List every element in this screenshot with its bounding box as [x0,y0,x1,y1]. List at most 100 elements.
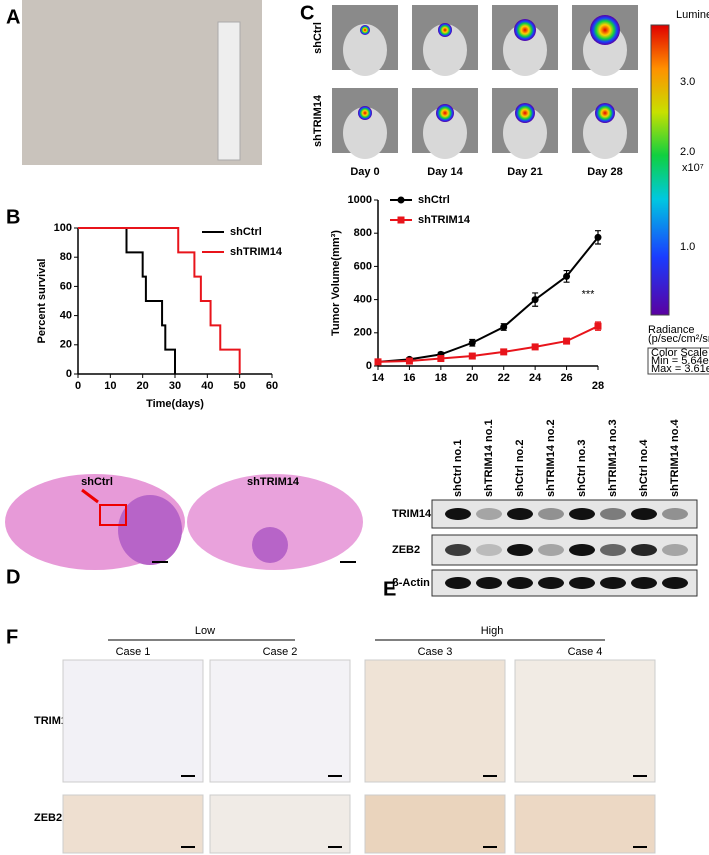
band [569,508,595,520]
y-tick-label: 0 [366,360,372,372]
legend-label: shTRIM14 [230,246,283,258]
x-tick-label: 26 [560,372,572,384]
signal [514,19,536,41]
band [538,544,564,556]
mouse-body [503,107,547,159]
signal [436,104,454,122]
band [600,544,626,556]
y-tick-label: 200 [354,327,372,339]
lane-label: shTRIM14 no.3 [607,419,619,497]
colorbar-exponent: x10⁷ [682,162,704,174]
ihc-image [364,794,506,854]
band [600,508,626,520]
x-axis-label: Time(days) [146,398,204,410]
brain-section [187,474,363,570]
lane-label: shTRIM14 no.2 [545,419,557,497]
lane-label: shCtrl no.1 [452,440,464,497]
y-tick-label: 1000 [348,194,372,206]
annotation: *** [582,289,596,301]
marker [500,348,508,356]
day-label: Day 0 [350,166,379,178]
marker [468,352,476,360]
y-tick-label: 20 [60,339,72,351]
marker [500,323,508,331]
x-tick-label: 16 [403,372,415,384]
band [569,577,595,589]
row-label: ZEB2 [34,812,62,824]
x-tick-label: 28 [592,380,604,392]
legend-marker [397,196,405,204]
marker [563,272,571,280]
band [662,577,688,589]
marker [437,355,445,363]
x-tick-label: 50 [234,380,246,392]
lane-label: shCtrl no.3 [576,440,588,497]
band [600,577,626,589]
band [569,544,595,556]
ihc-image [62,794,204,854]
lane-label: shCtrl no.4 [638,439,650,497]
series-line [377,236,599,363]
ihc-image [514,659,656,783]
colorbar-tick: 3.0 [680,76,695,88]
band [538,508,564,520]
mouse-body [343,24,387,76]
row-label: shTRIM14 [312,94,324,147]
band [445,544,471,556]
y-tick-label: 40 [60,310,72,322]
day-label: Day 14 [427,166,463,178]
band [445,508,471,520]
panel-label: B [6,206,20,228]
mouse-body [503,24,547,76]
day-label: Day 21 [507,166,542,178]
colorbar-tick: 2.0 [680,146,695,158]
x-tick-label: 10 [104,380,116,392]
x-tick-label: 22 [498,372,510,384]
colorbar-title: Luminescence [676,9,709,21]
band [507,577,533,589]
series-line [78,227,176,374]
x-tick-label: 0 [75,380,81,392]
ihc-image [209,794,351,854]
legend-label: shTRIM14 [418,214,471,226]
group-label: High [481,625,504,637]
marker [594,233,602,241]
band [445,577,471,589]
colorbar-tick: 1.0 [680,241,695,253]
highlight-box [99,504,127,526]
mouse-body [583,107,627,159]
blot-label: β-Actin [392,577,430,589]
x-tick-label: 24 [529,372,542,384]
marker [468,339,476,347]
ihc-image [364,659,506,783]
y-tick-label: 0 [66,368,72,380]
blot [431,499,698,529]
band [476,577,502,589]
tumor [118,495,182,565]
band [507,544,533,556]
signal [438,23,452,37]
band [538,577,564,589]
marker [374,358,382,366]
legend-marker [397,216,405,224]
section-label: shCtrl [81,476,113,488]
y-tick-label: 100 [54,222,72,234]
mouse-body [343,107,387,159]
band [631,544,657,556]
y-tick-label: 400 [354,294,372,306]
x-tick-label: 20 [137,380,149,392]
band [476,508,502,520]
band [507,508,533,520]
band [476,544,502,556]
panel-label: D [6,566,20,588]
marker [531,296,539,304]
colorbar-unit: Radiance (p/sec/cm²/sr) [648,324,709,345]
scale-box [647,347,709,375]
signal [360,25,370,35]
tumor [252,527,288,563]
row-label: shCtrl [312,22,324,54]
case-label: Case 2 [263,646,298,658]
day-label: Day 28 [587,166,622,178]
x-tick-label: 30 [169,380,181,392]
